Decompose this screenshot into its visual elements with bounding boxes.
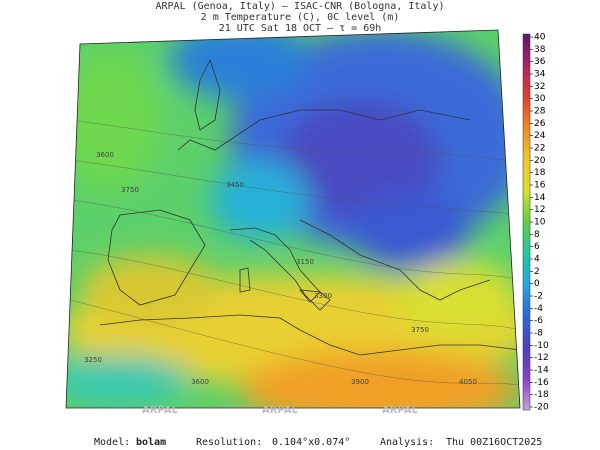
colorbar-label: 8 [534,230,540,240]
coastlines [99,58,520,356]
contour-label: 4050 [459,378,477,386]
colorbar-label: 32 [534,82,545,92]
colorbar-label: -20 [534,403,549,413]
footer-text: Resolution: [196,437,262,448]
contour-label: 3600 [96,151,114,159]
colorbar-label: -12 [534,353,549,363]
footer-text: Model: [94,437,130,448]
contour-label: 3250 [84,356,102,364]
colorbar-label: 12 [534,205,545,215]
map [66,30,520,408]
colorbar-label: 10 [534,218,546,228]
colorbar-label: -2 [534,292,543,302]
watermark: ARPAL [382,405,419,416]
map-frame [65,29,521,409]
footer-text: Thu 00Z16OCT2025 [446,437,542,448]
contours [69,119,520,386]
colorbar-label: -16 [534,378,549,388]
footer-text: 0.104°x0.074° [272,437,350,448]
footer-text: Analysis: [380,437,434,448]
colorbar-label: -18 [534,390,549,400]
header-line: ARPAL (Genoa, Italy) – ISAC-CNR (Bologna… [156,1,445,12]
colorbar-label: -6 [534,316,543,326]
colorbar-label: 2 [534,267,540,277]
colorbar-label: 0 [534,279,540,289]
contour-label: 3300 [314,292,332,300]
colorbar-label: 36 [534,57,546,67]
colorbar-label: 34 [534,70,546,80]
colorbar-label: 26 [534,119,546,129]
colorbar-label: 14 [534,193,546,203]
colorbar-label: 18 [534,168,546,178]
colorbar-label: 30 [534,94,546,104]
colorbar [522,33,531,411]
footer-text: bolam [136,437,166,448]
colorbar-label: 24 [534,131,546,141]
contour-label: 3750 [121,186,139,194]
contour-label: 3600 [191,378,209,386]
contour-label: 3750 [411,326,429,334]
colorbar-label: 38 [534,45,546,55]
colorbar-label: 4 [534,255,540,265]
colorbar-label: -14 [534,366,549,376]
colorbar-label: -4 [534,304,543,314]
contour-label: 3900 [351,378,369,386]
contour-label: 3450 [226,181,244,189]
colorbar-label: -8 [534,329,543,339]
colorbar-label: 20 [534,156,546,166]
colorbar-label: 22 [534,144,545,154]
watermark: ARPAL [142,405,179,416]
colorbar-label: 28 [534,107,546,117]
watermark: ARPAL [262,405,299,416]
colorbar-label: -10 [534,341,549,351]
colorbar-label: 6 [534,242,540,252]
header-line: 2 m Temperature (C), 0C level (m) [201,12,400,23]
colorbar-label: 40 [534,33,546,43]
colorbar-label: 16 [534,181,546,191]
header-line: 21 UTC Sat 18 OCT – τ = 69h [219,23,382,34]
contour-label: 3150 [296,258,314,266]
